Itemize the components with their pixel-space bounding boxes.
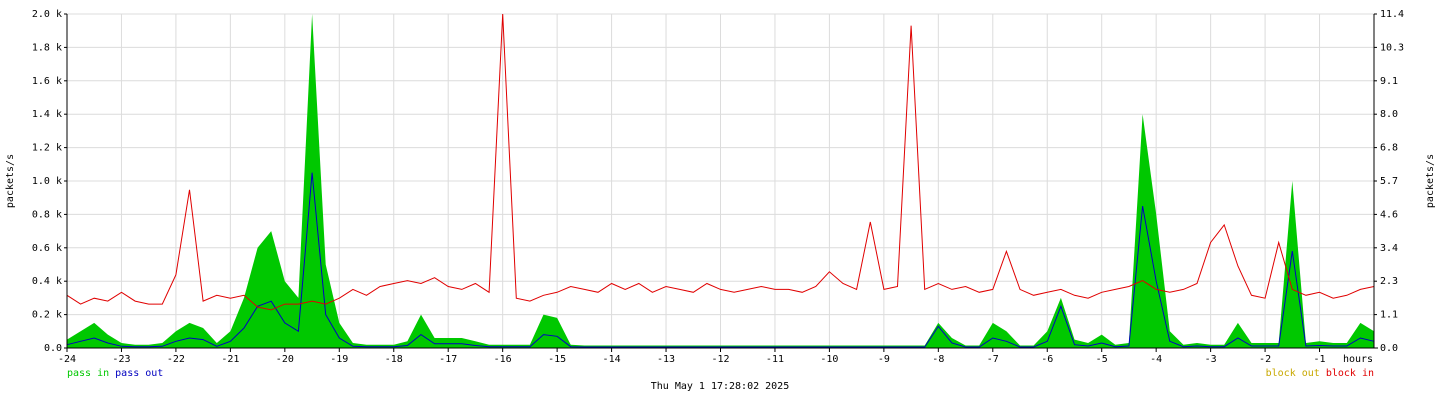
x-tick-label: -20	[276, 354, 294, 365]
x-tick-label: -10	[820, 354, 838, 365]
y2-tick-label: 8.0	[1380, 109, 1398, 120]
y-tick-label: 0.2 k	[32, 310, 62, 321]
legend-entry: pass in	[67, 368, 109, 379]
y2-tick-label: 9.1	[1380, 76, 1398, 87]
y-tick-label: 2.0 k	[32, 9, 62, 20]
x-tick-label: -7	[987, 354, 999, 365]
x-tick-label: -21	[221, 354, 239, 365]
x-tick-label: -1	[1314, 354, 1326, 365]
y-tick-label: 0.8 k	[32, 209, 62, 220]
y2-tick-label: 1.1	[1380, 310, 1398, 321]
x-tick-label: -8	[932, 354, 944, 365]
y2-tick-label: 0.0	[1380, 343, 1398, 354]
legend-entry: pass out	[115, 368, 163, 379]
y2-tick-label: 6.8	[1380, 143, 1398, 154]
y2-tick-label: 3.4	[1380, 243, 1398, 254]
x-tick-label: -18	[385, 354, 403, 365]
y-tick-label: 1.6 k	[32, 76, 62, 87]
y2-tick-label: 10.3	[1380, 42, 1404, 53]
y-tick-label: 0.4 k	[32, 276, 62, 287]
line	[66, 13, 1375, 311]
y-tick-label: 1.8 k	[32, 42, 62, 53]
legend-entry: block in	[1326, 368, 1374, 379]
y-tick-label: 1.2 k	[32, 143, 62, 154]
y-tick-label: 1.4 k	[32, 109, 62, 120]
x-axis-label: hours	[1343, 354, 1373, 365]
x-tick-label: -2	[1259, 354, 1271, 365]
y2-tick-label: 5.7	[1380, 176, 1398, 187]
x-tick-label: -3	[1205, 354, 1217, 365]
x-tick-label: -13	[657, 354, 675, 365]
y2-axis-label: packets/s	[1425, 154, 1436, 208]
x-tick-label: -12	[711, 354, 729, 365]
x-tick-label: -14	[603, 354, 621, 365]
x-tick-label: -17	[439, 354, 457, 365]
x-tick-label: -19	[330, 354, 348, 365]
y-tick-label: 1.0 k	[32, 176, 62, 187]
x-tick-label: -22	[167, 354, 185, 365]
x-tick-label: -15	[548, 354, 566, 365]
x-tick-label: -9	[878, 354, 890, 365]
y2-tick-label: 11.4	[1380, 9, 1404, 20]
x-tick-label: -5	[1096, 354, 1108, 365]
date-stamp: Thu May 1 17:28:02 2025	[651, 381, 789, 392]
x-tick-label: -24	[58, 354, 76, 365]
y2-tick-label: 4.6	[1380, 209, 1398, 220]
x-tick-label: -4	[1150, 354, 1162, 365]
x-tick-label: -23	[112, 354, 130, 365]
y2-tick-label: 2.3	[1380, 276, 1398, 287]
x-tick-label: -16	[494, 354, 512, 365]
legend-entry: block out	[1266, 368, 1320, 379]
line	[66, 172, 1375, 348]
y-tick-label: 0.0	[44, 343, 62, 354]
x-tick-label: -6	[1041, 354, 1053, 365]
y-axis-label: packets/s	[5, 154, 16, 208]
x-tick-label: -11	[766, 354, 784, 365]
y-tick-label: 0.6 k	[32, 243, 62, 254]
